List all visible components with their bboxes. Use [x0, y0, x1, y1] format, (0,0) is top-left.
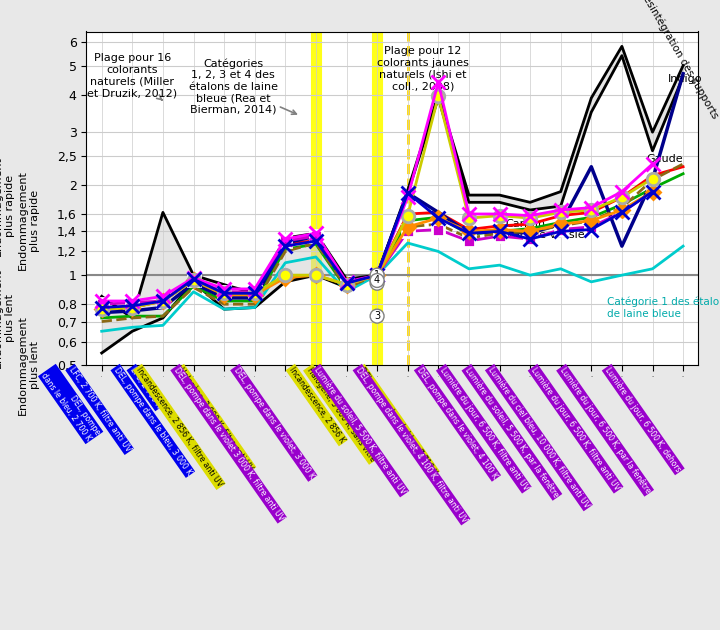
Text: 2: 2: [374, 278, 380, 288]
Text: Lumière du ciel bleu, 10 000 K, filtre anti UV: Lumière du ciel bleu, 10 000 K, filtre a…: [487, 365, 591, 510]
Text: Incandescence, 2 856 K: Incandescence, 2 856 K: [287, 365, 346, 445]
Text: 3: 3: [374, 311, 380, 321]
Text: Catégorie 1 des étalons
de laine bleue: Catégorie 1 des étalons de laine bleue: [606, 297, 720, 319]
Text: DEL, pompe
dans le bleu, 2 700 K: DEL, pompe dans le bleu, 2 700 K: [40, 365, 102, 442]
Text: Incandescence, 2 856 K, filtre anti UV: Incandescence, 2 856 K, filtre anti UV: [134, 365, 224, 488]
Text: Gaude: Gaude: [647, 154, 683, 164]
Text: Halogène, 3 000 K, filtre anti UV: Halogène, 3 000 K, filtre anti UV: [176, 365, 255, 472]
Text: Indigo: Indigo: [668, 74, 702, 84]
Text: Lumière du jour, 6 500 K, par la fenêtre: Lumière du jour, 6 500 K, par la fenêtre: [558, 365, 652, 495]
Text: Lumière du soleil, 5 500 K, filtre anti UV: Lumière du soleil, 5 500 K, filtre anti …: [312, 365, 408, 496]
Text: LFC, 2 700 K, filtre anti UV: LFC, 2 700 K, filtre anti UV: [67, 365, 132, 454]
Text: 1: 1: [374, 270, 380, 280]
Text: Halogène, 3 000 K, sans vitre: Halogène, 3 000 K, sans vitre: [305, 365, 377, 463]
Text: Lumière du jour, 6 500 K, filtre anti UV: Lumière du jour, 6 500 K, filtre anti UV: [438, 365, 530, 492]
Text: Lumière du soleil, 5 500 K, par la fenêtre: Lumière du soleil, 5 500 K, par la fenêt…: [463, 365, 561, 499]
Text: Catégories
1, 2, 3 et 4 des
étalons de laine
bleue (Rea et
Bierman, 2014): Catégories 1, 2, 3 et 4 des étalons de l…: [189, 58, 297, 115]
Text: DEL, pompe dans le violet, 3 000 K: DEL, pompe dans le violet, 3 000 K: [232, 365, 316, 480]
Text: Endommagement
plus rapide: Endommagement plus rapide: [0, 156, 14, 256]
Text: Vert de vessie: Vert de vessie: [505, 230, 584, 240]
Text: DEL, pompe dans le violet 3 000 K, filtre anti UV: DEL, pompe dans le violet 3 000 K, filtr…: [172, 365, 285, 522]
Text: Endommagement
plus rapide: Endommagement plus rapide: [18, 171, 40, 270]
Text: DEL, pompe dans le bleu, 3 000 K: DEL, pompe dans le bleu, 3 000 K: [112, 365, 194, 476]
Text: Plage pour 12
colorants jaunes
naturels (Ishi et
coll., 2008): Plage pour 12 colorants jaunes naturels …: [377, 47, 469, 97]
Text: Lumière du jour, 6 500 K, dehors: Lumière du jour, 6 500 K, dehors: [603, 365, 683, 474]
Text: DEL, pompe dans le violet, 4 100 K, filtre anti UV: DEL, pompe dans le violet, 4 100 K, filt…: [354, 365, 469, 524]
Text: Désintégration des supports: Désintégration des supports: [637, 0, 720, 120]
Text: Endommagement
plus lent: Endommagement plus lent: [0, 268, 14, 368]
Text: DEL, pompe dans le bleu, 7 716 K: DEL, pompe dans le bleu, 7 716 K: [357, 365, 438, 476]
Text: Endommagement
plus lent: Endommagement plus lent: [18, 316, 40, 415]
Text: Plage pour 16
colorants
naturels (Miller
et Druzik, 2012): Plage pour 16 colorants naturels (Miller…: [87, 54, 177, 100]
Text: Carmin: Carmin: [505, 219, 546, 229]
Text: DEL, pompe dans le violet, 4 100 K: DEL, pompe dans le violet, 4 100 K: [415, 365, 500, 480]
Text: 4: 4: [374, 275, 380, 285]
Text: LFC, 2 700 K: LFC, 2 700 K: [128, 365, 163, 410]
Text: Lumière du jour, 6 500 K, filtre anti UV: Lumière du jour, 6 500 K, filtre anti UV: [529, 365, 622, 492]
